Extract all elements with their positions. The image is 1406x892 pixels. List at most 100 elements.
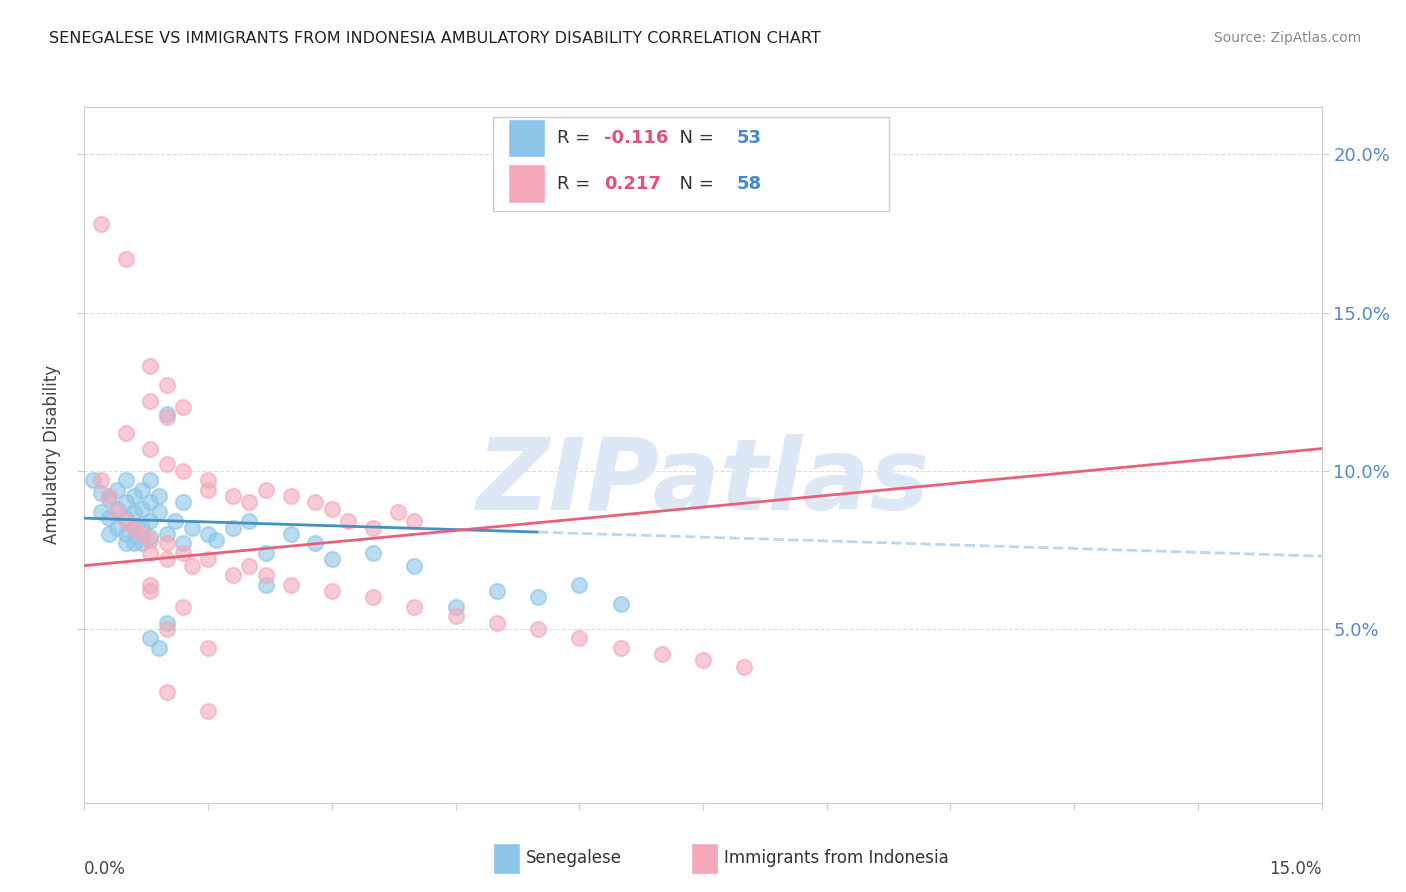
Point	[321, 552, 343, 566]
Point	[139, 530, 162, 544]
Point	[131, 501, 153, 516]
Point	[280, 527, 302, 541]
Point	[280, 489, 302, 503]
Point	[148, 505, 170, 519]
Point	[733, 660, 755, 674]
Point	[222, 568, 245, 582]
Point	[238, 558, 260, 573]
Text: ZIPatlas: ZIPatlas	[477, 434, 929, 532]
Point	[222, 489, 245, 503]
Point	[139, 495, 162, 509]
Point	[122, 536, 145, 550]
Point	[98, 511, 121, 525]
Point	[98, 527, 121, 541]
Point	[105, 483, 128, 497]
Bar	[508, 164, 544, 202]
Text: Senegalese: Senegalese	[526, 849, 621, 867]
Point	[404, 558, 426, 573]
Point	[280, 577, 302, 591]
Point	[114, 536, 136, 550]
Point	[156, 622, 179, 636]
Text: Source: ZipAtlas.com: Source: ZipAtlas.com	[1213, 31, 1361, 45]
Point	[148, 640, 170, 655]
Point	[156, 536, 179, 550]
Text: -0.116: -0.116	[605, 129, 668, 147]
Point	[197, 704, 219, 718]
Point	[172, 599, 194, 614]
Point	[485, 615, 508, 630]
Point	[82, 473, 104, 487]
Point	[90, 473, 112, 487]
Point	[444, 609, 467, 624]
Point	[131, 521, 153, 535]
Point	[609, 640, 631, 655]
Point	[139, 583, 162, 598]
Point	[114, 473, 136, 487]
Point	[222, 521, 245, 535]
Point	[156, 527, 179, 541]
Point	[156, 615, 179, 630]
Text: Immigrants from Indonesia: Immigrants from Indonesia	[724, 849, 949, 867]
Text: 53: 53	[737, 129, 762, 147]
Point	[361, 546, 384, 560]
Bar	[492, 843, 520, 874]
Point	[444, 599, 467, 614]
Point	[122, 505, 145, 519]
Point	[197, 473, 219, 487]
Point	[122, 521, 145, 535]
Bar	[508, 120, 544, 158]
Point	[114, 511, 136, 525]
Text: R =: R =	[557, 175, 596, 193]
Point	[304, 536, 326, 550]
Text: 58: 58	[737, 175, 762, 193]
Point	[238, 514, 260, 528]
Point	[609, 597, 631, 611]
Point	[238, 495, 260, 509]
Point	[197, 640, 219, 655]
Point	[139, 473, 162, 487]
Point	[122, 521, 145, 535]
Point	[527, 591, 550, 605]
Point	[568, 632, 591, 646]
Point	[90, 486, 112, 500]
Point	[114, 514, 136, 528]
Point	[304, 495, 326, 509]
Point	[404, 514, 426, 528]
Point	[197, 483, 219, 497]
Point	[387, 505, 409, 519]
Point	[105, 505, 128, 519]
Point	[165, 514, 187, 528]
Point	[651, 647, 673, 661]
Point	[139, 546, 162, 560]
Point	[361, 521, 384, 535]
Point	[156, 409, 179, 424]
Point	[254, 568, 277, 582]
Point	[98, 492, 121, 507]
Point	[90, 217, 112, 231]
Point	[254, 483, 277, 497]
Point	[404, 599, 426, 614]
Text: 0.0%: 0.0%	[84, 860, 127, 878]
Point	[485, 583, 508, 598]
Text: N =: N =	[668, 129, 720, 147]
Point	[139, 533, 162, 548]
Point	[205, 533, 228, 548]
Point	[172, 464, 194, 478]
Point	[180, 521, 202, 535]
Point	[156, 685, 179, 699]
Point	[172, 546, 194, 560]
Point	[568, 577, 591, 591]
Point	[139, 632, 162, 646]
Point	[122, 489, 145, 503]
Point	[139, 442, 162, 456]
Y-axis label: Ambulatory Disability: Ambulatory Disability	[44, 366, 62, 544]
Bar	[690, 843, 718, 874]
Point	[98, 489, 121, 503]
Point	[172, 401, 194, 415]
Text: N =: N =	[668, 175, 720, 193]
Point	[172, 536, 194, 550]
Point	[90, 505, 112, 519]
Point	[114, 425, 136, 440]
Point	[114, 527, 136, 541]
Point	[692, 653, 714, 667]
